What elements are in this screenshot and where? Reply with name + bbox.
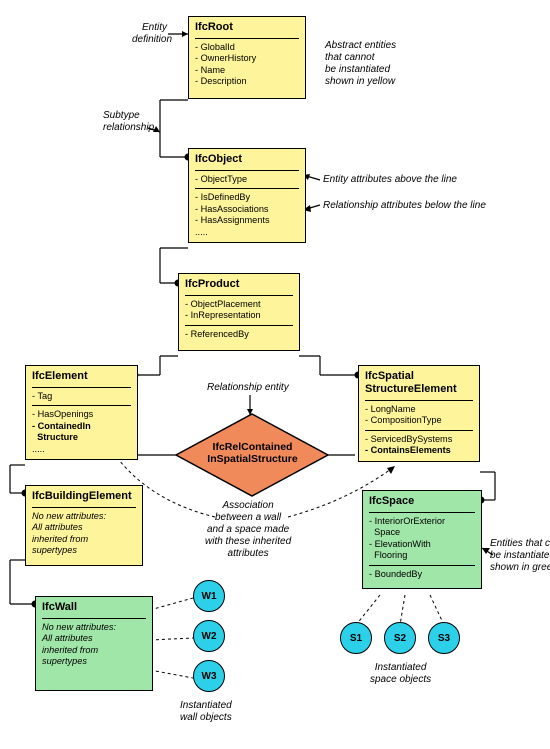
instance-S3: S3 xyxy=(428,622,460,654)
entity-IfcRoot: IfcRoot - GlobalId - OwnerHistory - Name… xyxy=(188,16,306,99)
entity-IfcSpace: IfcSpace - InteriorOrExterior Space - El… xyxy=(362,490,482,589)
entity-title-line2: StructureElement xyxy=(365,383,473,397)
relationship-label: IfcRelContained InSpatialStructure xyxy=(195,441,310,465)
label-inst-walls: Instantiated wall objects xyxy=(180,700,232,724)
entity-IfcSpatialStructureElement: IfcSpatial StructureElement - LongName -… xyxy=(358,365,480,462)
entity-IfcBuildingElement: IfcBuildingElement No new attributes: Al… xyxy=(25,485,143,566)
label-concrete-note: Entities that can be instantiated shown … xyxy=(490,538,550,574)
label-association-note: Association between a wall and a space m… xyxy=(205,500,291,560)
label-relationship-entity: Relationship entity xyxy=(207,382,289,394)
label-attrs-above: Entity attributes above the line xyxy=(323,174,457,186)
entity-title-line1: IfcSpatial xyxy=(365,370,473,384)
entity-title: IfcProduct xyxy=(185,278,293,292)
entity-IfcWall: IfcWall No new attributes: All attribute… xyxy=(35,596,153,691)
entity-IfcElement: IfcElement - Tag - HasOpenings - Contain… xyxy=(25,365,138,460)
label-attrs-below: Relationship attributes below the line xyxy=(323,200,486,212)
instance-W1: W1 xyxy=(193,580,225,612)
entity-title: IfcElement xyxy=(32,370,131,384)
entity-title: IfcRoot xyxy=(195,21,299,35)
label-subtype-relationship: Subtype relationship xyxy=(103,110,154,134)
entity-title: IfcSpace xyxy=(369,495,475,509)
instance-S1: S1 xyxy=(340,622,372,654)
label-abstract-note: Abstract entities that cannot be instant… xyxy=(325,40,396,88)
entity-IfcObject: IfcObject - ObjectType - IsDefinedBy - H… xyxy=(188,148,306,243)
entity-title: IfcBuildingElement xyxy=(32,490,136,504)
entity-title: IfcWall xyxy=(42,601,146,615)
label-inst-spaces: Instantiated space objects xyxy=(370,662,431,686)
label-entity-definition: Entity definition xyxy=(132,22,167,46)
entity-title: IfcObject xyxy=(195,153,299,167)
entity-IfcProduct: IfcProduct - ObjectPlacement - InReprese… xyxy=(178,273,300,351)
instance-W3: W3 xyxy=(193,660,225,692)
instance-S2: S2 xyxy=(384,622,416,654)
instance-W2: W2 xyxy=(193,620,225,652)
